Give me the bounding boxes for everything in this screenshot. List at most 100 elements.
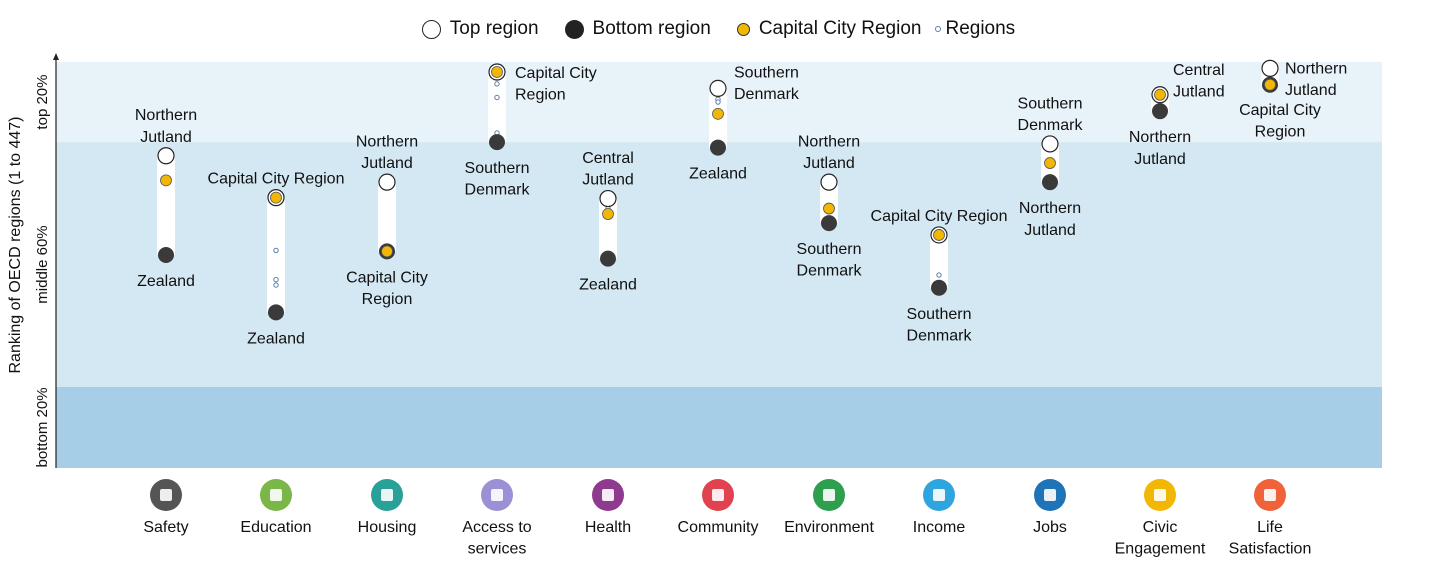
top-region-label: Central Jutland <box>1173 62 1225 101</box>
category-label-health: Health <box>585 519 631 536</box>
top-region-dot <box>709 79 727 97</box>
y-axis-arrow <box>53 53 59 60</box>
legend-bottom-region-marker <box>564 19 584 39</box>
bottom-region-label: Capital City Region <box>346 269 428 308</box>
range-bar <box>820 182 838 224</box>
legend-regions-label: Regions <box>945 18 1016 39</box>
region-dot <box>273 247 279 254</box>
category-label-civic-engagement: Civic Engagement <box>1115 519 1206 558</box>
top-region-label: Northern Jutland <box>356 134 418 173</box>
legend-item-regions: Regions <box>935 18 1016 40</box>
legend: Top region Bottom region Capital City Re… <box>0 18 1437 40</box>
region-dot <box>273 282 279 288</box>
bottom-region-label: Zealand <box>689 166 747 183</box>
indicator-community <box>709 79 727 156</box>
top-region-label: Northern Jutland <box>1285 60 1347 99</box>
tree-glyph <box>823 489 835 501</box>
legend-regions-marker <box>935 26 942 32</box>
category-label-housing: Housing <box>358 519 417 536</box>
region-dot <box>715 99 721 105</box>
capital-region-dot <box>381 245 393 258</box>
band-label: middle 60% <box>34 225 51 303</box>
bottom-region-dot <box>821 215 837 232</box>
indicator-safety <box>157 147 175 263</box>
range-bar <box>488 72 506 143</box>
capital-region-dot <box>602 208 614 220</box>
legend-top-region-marker <box>421 19 441 39</box>
bottom-region-label: Zealand <box>247 330 305 347</box>
top-region-dot <box>157 147 175 165</box>
capital-region-dot <box>1044 157 1056 169</box>
band-bottom <box>56 386 1382 468</box>
bottom-region-label: Southern Denmark <box>907 306 973 345</box>
legend-top-region-label: Top region <box>449 18 539 39</box>
category-label-education: Education <box>240 519 311 536</box>
top-region-label: Capital City Region <box>871 208 1008 225</box>
top-region-label: Northern Jutland <box>798 134 860 173</box>
category-label-environment: Environment <box>784 519 874 536</box>
indicator-environment <box>820 173 838 232</box>
money-glyph <box>933 489 945 501</box>
top-region-dot <box>820 173 838 191</box>
bottom-region-label: Northern Jutland <box>1129 129 1191 168</box>
bottom-region-dot <box>931 279 947 296</box>
category-label-safety: Safety <box>143 519 188 536</box>
range-bar <box>267 197 285 313</box>
legend-capital-region-marker <box>736 22 750 36</box>
indicator-access-to-services <box>488 63 506 151</box>
bottom-region-dot <box>268 304 284 321</box>
legend-item-top-region: Top region <box>421 18 539 40</box>
indicator-civic-engagement <box>1151 86 1169 120</box>
category-label-access-to-services: Access to services <box>462 519 531 558</box>
top-region-label: Southern Denmark <box>734 64 800 103</box>
capital-region-dot <box>160 174 172 187</box>
top-region-dot <box>1041 135 1059 153</box>
top-region-dot <box>1261 59 1279 77</box>
indicator-jobs <box>1041 135 1059 191</box>
indicator-income <box>930 226 948 296</box>
top-region-label: Capital City Region <box>208 171 345 188</box>
bottom-region-dot <box>489 134 505 151</box>
bottom-region-dot <box>710 139 726 156</box>
top-region-label: Central Jutland <box>582 150 634 189</box>
category-label-life-satisfaction: Life Satisfaction <box>1229 519 1312 558</box>
top-region-dot <box>378 173 396 191</box>
capital-region-dot <box>270 191 282 204</box>
house-glyph <box>381 489 393 501</box>
region-dot <box>494 94 500 101</box>
people-group-glyph <box>712 489 724 501</box>
briefcase-glyph <box>1044 489 1056 501</box>
range-bar <box>378 182 396 252</box>
bottom-region-dot <box>1152 103 1168 120</box>
category-label-income: Income <box>913 519 966 536</box>
bottom-region-dot <box>600 250 616 267</box>
indicator-life-satisfaction <box>1261 59 1279 93</box>
range-bar <box>930 234 948 288</box>
bottom-region-label: Southern Denmark <box>797 241 863 280</box>
capital-region-dot <box>1264 78 1276 91</box>
book-glyph <box>270 489 282 501</box>
category-label-community: Community <box>678 519 759 536</box>
bottom-region-label: Southern Denmark <box>465 160 531 199</box>
capital-region-dot <box>491 66 503 78</box>
capital-region-dot <box>933 229 945 241</box>
range-bar <box>157 155 175 255</box>
bottom-region-label: Zealand <box>579 277 637 294</box>
legend-item-bottom-region: Bottom region <box>564 18 711 40</box>
capital-region-dot <box>712 107 724 120</box>
indicator-housing <box>378 173 396 260</box>
bottom-region-label: Zealand <box>137 273 195 290</box>
top-region-label: Capital City Region <box>515 65 597 104</box>
capital-region-dot <box>1154 88 1166 101</box>
legend-bottom-region-label: Bottom region <box>592 18 711 39</box>
bottom-region-dot <box>158 246 174 263</box>
region-dot <box>936 272 942 278</box>
bottom-region-label: Northern Jutland <box>1019 200 1081 239</box>
indicator-health <box>599 189 617 267</box>
legend-item-capital-region: Capital City Region <box>736 18 922 40</box>
legend-capital-region-label: Capital City Region <box>758 18 922 39</box>
running-person-glyph <box>160 489 172 501</box>
capital-region-dot <box>823 202 835 215</box>
top-region-dot <box>599 189 617 208</box>
